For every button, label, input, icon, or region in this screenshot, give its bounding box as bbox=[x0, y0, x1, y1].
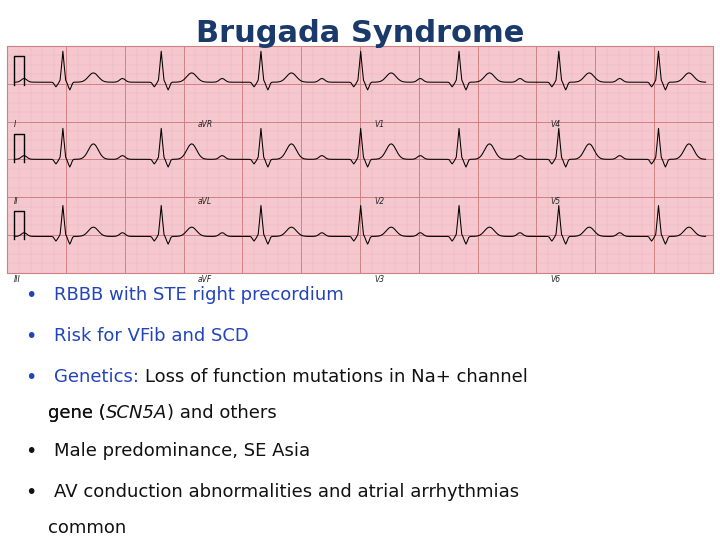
Text: common: common bbox=[25, 519, 127, 537]
Text: gene (: gene ( bbox=[25, 404, 106, 422]
Text: aVR: aVR bbox=[198, 120, 213, 129]
Text: •: • bbox=[25, 327, 37, 346]
Text: SCN5A: SCN5A bbox=[106, 404, 167, 422]
Text: •: • bbox=[25, 442, 37, 461]
Text: gene (: gene ( bbox=[25, 404, 106, 422]
Text: aVF: aVF bbox=[198, 274, 212, 284]
Text: II: II bbox=[14, 198, 19, 206]
Text: aVL: aVL bbox=[198, 198, 212, 206]
Text: Risk for VFib and SCD: Risk for VFib and SCD bbox=[54, 327, 248, 345]
Text: Male predominance, SE Asia: Male predominance, SE Asia bbox=[54, 442, 310, 460]
Text: V6: V6 bbox=[551, 274, 561, 284]
Text: V5: V5 bbox=[551, 198, 561, 206]
Text: •: • bbox=[25, 483, 37, 502]
Text: V4: V4 bbox=[551, 120, 561, 129]
Text: •: • bbox=[25, 368, 37, 387]
Text: AV conduction abnormalities and atrial arrhythmias: AV conduction abnormalities and atrial a… bbox=[54, 483, 519, 501]
Text: V3: V3 bbox=[374, 274, 384, 284]
Text: V2: V2 bbox=[374, 198, 384, 206]
Text: Brugada Syndrome: Brugada Syndrome bbox=[196, 19, 524, 48]
Text: Genetics:: Genetics: bbox=[54, 368, 145, 386]
Text: V1: V1 bbox=[374, 120, 384, 129]
Text: I: I bbox=[14, 120, 17, 129]
Text: RBBB with STE right precordium: RBBB with STE right precordium bbox=[54, 286, 343, 304]
Text: •: • bbox=[25, 286, 37, 305]
FancyBboxPatch shape bbox=[7, 46, 713, 273]
Text: III: III bbox=[14, 274, 21, 284]
Text: Loss of function mutations in Na+ channel: Loss of function mutations in Na+ channe… bbox=[145, 368, 528, 386]
Text: ) and others: ) and others bbox=[167, 404, 277, 422]
